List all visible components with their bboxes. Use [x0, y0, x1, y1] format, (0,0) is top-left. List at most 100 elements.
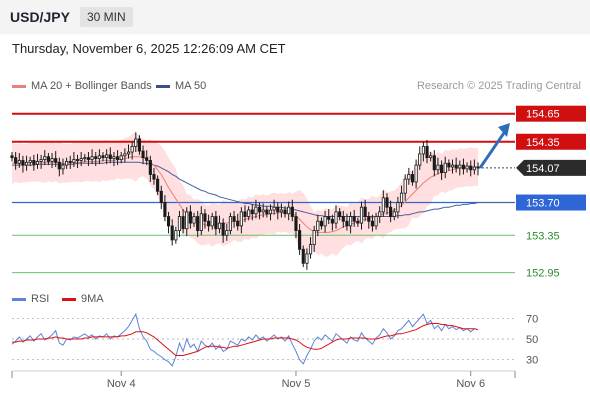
- candle-body: [301, 248, 305, 264]
- legend-ma20-label: MA 20 + Bollinger Bands: [31, 80, 152, 92]
- candle-body: [86, 157, 91, 160]
- candle-body: [75, 159, 80, 161]
- candle-body: [123, 153, 127, 157]
- candle-body: [159, 190, 163, 203]
- candle-body: [410, 174, 415, 183]
- candle-body: [290, 206, 294, 217]
- candle-body: [250, 209, 254, 215]
- header-bar: USD/JPY 30 MIN: [0, 0, 590, 34]
- level-label-resistance: 154.35: [526, 137, 560, 149]
- candle-body: [210, 216, 214, 227]
- rsi-swatch: [12, 297, 26, 301]
- candle-body: [305, 253, 309, 264]
- candle-body: [418, 153, 422, 166]
- candle-body: [166, 216, 171, 227]
- candle-body: [450, 164, 455, 168]
- candle-body: [345, 220, 349, 227]
- candle-body: [21, 160, 25, 166]
- candle-body: [181, 216, 185, 230]
- candle-body: [436, 164, 440, 171]
- 9ma-swatch: [62, 297, 76, 301]
- x-tick-label: Nov 4: [107, 378, 136, 390]
- candle-body: [192, 216, 196, 224]
- candle-body: [39, 159, 43, 162]
- candle-body: [341, 216, 345, 222]
- candle-body: [407, 174, 411, 180]
- candle-body: [396, 202, 400, 213]
- candle-body: [247, 209, 251, 217]
- candle-body: [17, 160, 21, 164]
- candle-body: [352, 216, 356, 222]
- candle-body: [239, 211, 243, 227]
- candle-body: [472, 166, 476, 171]
- candle-body: [54, 158, 58, 163]
- candle-body: [327, 216, 331, 220]
- candle-body: [287, 206, 291, 215]
- candle-body: [83, 157, 87, 160]
- candle-body: [330, 218, 334, 224]
- ma50-line: [12, 161, 479, 217]
- level-label-resistance: 154.65: [526, 109, 560, 121]
- candle-body: [14, 157, 18, 164]
- level-tag-resistance: [516, 133, 586, 150]
- candle-body: [61, 164, 65, 170]
- candle-body: [261, 209, 265, 213]
- candle-body: [374, 216, 378, 227]
- candle-body: [141, 150, 145, 159]
- candle-body: [108, 154, 112, 159]
- candle-body: [156, 178, 160, 192]
- candle-body: [392, 211, 396, 217]
- candle-body: [24, 161, 29, 166]
- candle-body: [447, 162, 451, 168]
- candle-body: [458, 164, 462, 169]
- candle-body: [174, 230, 178, 241]
- legend-9ma-label: 9MA: [81, 293, 104, 305]
- copyright-label: Research © 2025 Trading Central: [416, 80, 581, 92]
- candle-body: [421, 146, 425, 155]
- candle-body: [105, 154, 109, 159]
- candle-body: [101, 155, 105, 159]
- legend-9ma: 9MA: [62, 293, 104, 305]
- candle-body: [257, 206, 262, 213]
- candle-body: [236, 220, 240, 227]
- candle-body: [378, 211, 382, 217]
- level-label-support: 152.95: [526, 268, 560, 280]
- forecast-arrow-head: [498, 123, 510, 138]
- candle-body: [381, 197, 385, 213]
- candle-body: [97, 155, 101, 159]
- candle-body: [272, 206, 276, 211]
- candle-body: [163, 202, 167, 217]
- candle-body: [316, 220, 320, 231]
- bollinger-band-area: [12, 131, 478, 257]
- rsi-tick-label: 50: [526, 334, 538, 346]
- candle-body: [72, 159, 76, 163]
- level-label-support: 153.35: [526, 230, 560, 242]
- candle-body: [312, 230, 316, 245]
- candle-body: [214, 216, 218, 230]
- candle-body: [432, 155, 436, 171]
- candle-body: [385, 197, 389, 208]
- candle-body: [469, 165, 473, 171]
- candle-body: [465, 165, 469, 170]
- candle-body: [203, 213, 207, 222]
- candle-body: [126, 151, 131, 155]
- candle-body: [367, 216, 371, 222]
- candle-body: [363, 206, 367, 217]
- timeframe-button[interactable]: 30 MIN: [80, 7, 133, 27]
- legend-rsi: RSI: [12, 293, 49, 305]
- candle-body: [43, 156, 47, 160]
- candle-body: [57, 161, 61, 170]
- candle-body: [10, 155, 14, 159]
- candle-body: [68, 160, 72, 163]
- candle-body: [199, 213, 203, 231]
- candle-body: [254, 206, 258, 215]
- candle-body: [323, 216, 327, 227]
- candle-body: [294, 216, 298, 231]
- rsi-tick-label: 30: [526, 355, 538, 367]
- forecast-arrow-shaft: [478, 129, 508, 169]
- candle-body: [196, 216, 200, 231]
- ma20-swatch: [12, 84, 26, 88]
- candle-body: [65, 160, 69, 166]
- legend-rsi-label: RSI: [31, 293, 50, 305]
